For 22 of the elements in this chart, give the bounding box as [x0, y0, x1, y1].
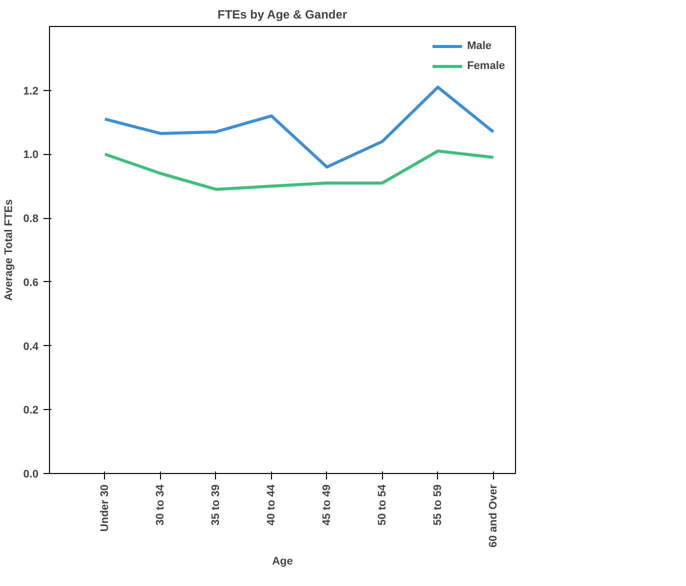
y-tick-label: 0.6 — [23, 276, 39, 289]
legend-label: Female — [467, 60, 505, 72]
y-tick-label: 0.0 — [23, 468, 39, 480]
x-tick-label: 50 to 54 — [376, 484, 388, 526]
y-tick-label: 0.2 — [23, 404, 39, 417]
line-series — [103, 150, 495, 191]
x-tick-label: Under 30 — [98, 484, 111, 532]
y-tick-label: 0.8 — [23, 213, 39, 226]
x-tick-label: 60 and Over — [487, 484, 500, 548]
legend-label: Male — [467, 40, 492, 52]
y-tick-label: 0.4 — [23, 340, 40, 353]
chart-title: FTEs by Age & Gander — [217, 8, 348, 22]
line-series — [103, 86, 495, 168]
x-tick-label: 30 to 34 — [154, 484, 166, 526]
x-tick-label: 35 to 39 — [210, 484, 222, 526]
x-tick-label: 45 to 49 — [320, 484, 333, 526]
x-axis-title: Age — [272, 555, 293, 568]
x-tick-label: 40 to 44 — [265, 484, 278, 526]
y-tick-label: 1.0 — [23, 149, 39, 162]
y-tick-label: 1.2 — [23, 85, 39, 98]
x-tick-label: 55 to 59 — [432, 484, 444, 526]
y-axis-title: Average Total FTEs — [3, 199, 16, 301]
